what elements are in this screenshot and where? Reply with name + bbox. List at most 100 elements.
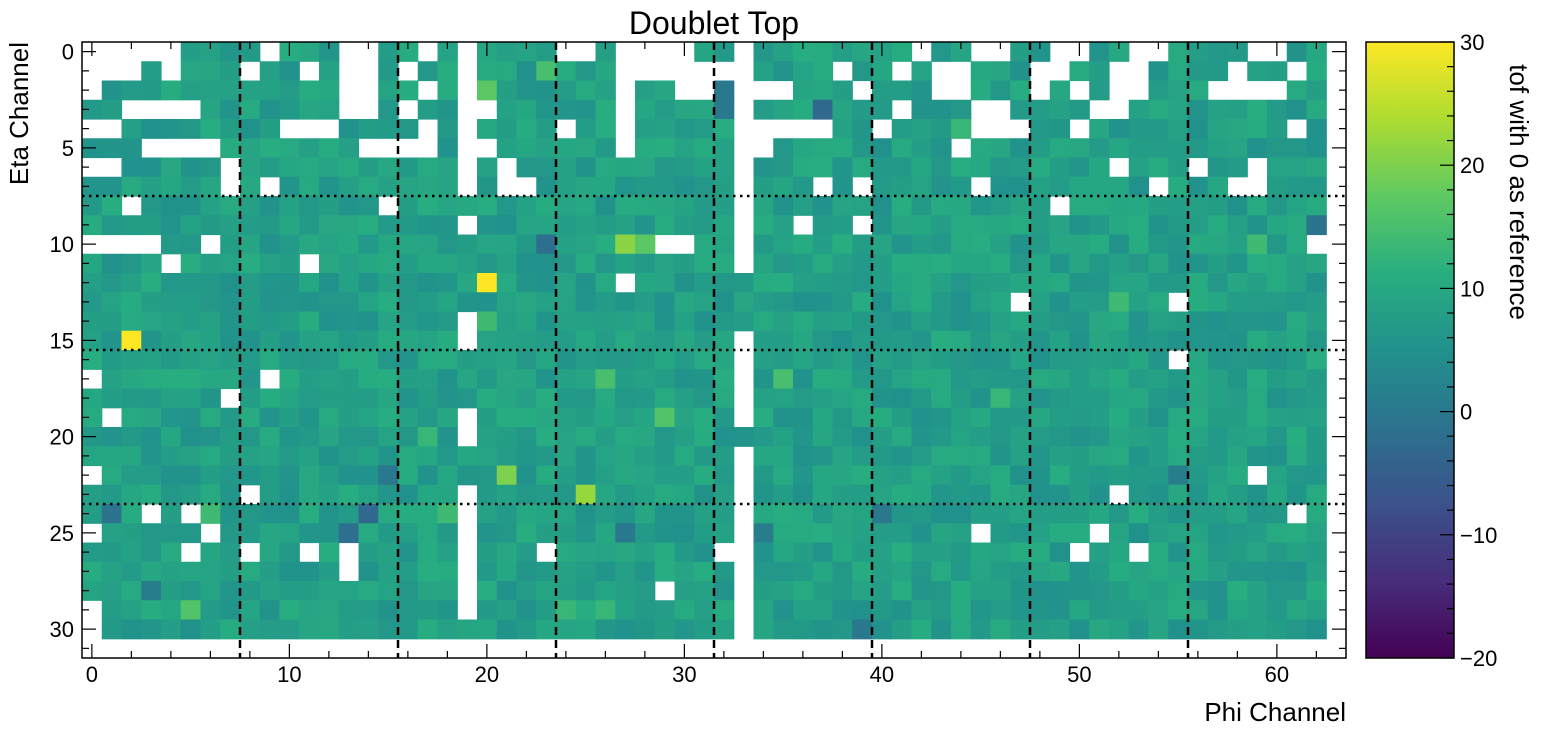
- heatmap-cell: [1148, 119, 1169, 139]
- heatmap-cell: [378, 388, 399, 409]
- heatmap-cell: [575, 196, 597, 216]
- x-tick-label: 20: [475, 662, 499, 687]
- heatmap-cell: [220, 561, 241, 582]
- heatmap-cell: [398, 80, 419, 101]
- heatmap-cell: [1109, 119, 1130, 139]
- heatmap-cell: [259, 61, 281, 82]
- heatmap-cell: [101, 369, 123, 390]
- heatmap-cell: [319, 542, 340, 563]
- heatmap-cell: [1207, 523, 1229, 544]
- heatmap-cell: [1069, 427, 1090, 447]
- heatmap-cell: [635, 561, 656, 582]
- heatmap-cell: [970, 504, 992, 524]
- heatmap-cell: [180, 619, 202, 640]
- heatmap-cell: [496, 542, 518, 563]
- heatmap-cell: [812, 42, 834, 62]
- heatmap-cell: [832, 119, 853, 139]
- heatmap-cell: [279, 292, 300, 313]
- heatmap-cell: [319, 138, 340, 159]
- heatmap-cell: [319, 369, 340, 390]
- heatmap-cell: [852, 119, 873, 139]
- heatmap-cell: [635, 446, 656, 467]
- heatmap-cell: [891, 234, 913, 255]
- heatmap-cell: [714, 561, 735, 582]
- heatmap-cell: [793, 350, 814, 370]
- heatmap-cell: [1030, 119, 1051, 139]
- heatmap-cell: [1148, 600, 1169, 621]
- heatmap-cell: [1207, 407, 1229, 428]
- heatmap-cell: [1128, 215, 1150, 236]
- heatmap-cell: [556, 215, 577, 236]
- heatmap-cell: [556, 504, 577, 524]
- heatmap-cell: [1227, 581, 1248, 601]
- heatmap-cell: [635, 427, 656, 447]
- heatmap-cell: [1069, 215, 1090, 236]
- heatmap-cell: [1188, 99, 1209, 120]
- heatmap-cell: [872, 600, 893, 621]
- heatmap-cell: [1168, 369, 1189, 390]
- heatmap-cell: [635, 215, 656, 236]
- heatmap-cell: [299, 350, 320, 370]
- heatmap-cell: [674, 581, 695, 601]
- heatmap-cell: [180, 446, 202, 467]
- heatmap-cell: [911, 311, 932, 332]
- heatmap-cell: [378, 465, 399, 486]
- heatmap-cell: [180, 484, 202, 505]
- heatmap-cell: [951, 581, 972, 601]
- heatmap-cell: [970, 619, 992, 640]
- heatmap-cell: [398, 292, 419, 313]
- heatmap-cell: [1010, 542, 1031, 563]
- heatmap-cell: [1207, 484, 1229, 505]
- heatmap-cell: [378, 350, 399, 370]
- heatmap-cell: [615, 542, 636, 563]
- heatmap-cell: [852, 523, 873, 544]
- heatmap-cell: [891, 523, 913, 544]
- heatmap-cell: [595, 80, 616, 101]
- heatmap-cell: [714, 234, 735, 255]
- heatmap-cell: [1168, 619, 1189, 640]
- heatmap-cell: [872, 427, 893, 447]
- heatmap-cell: [1128, 504, 1150, 524]
- heatmap-cell: [259, 292, 281, 313]
- heatmap-cell: [872, 176, 893, 197]
- heatmap-cell: [990, 61, 1011, 82]
- heatmap-cell: [635, 99, 656, 120]
- heatmap-cell: [220, 600, 241, 621]
- heatmap-cell: [1267, 523, 1288, 544]
- heatmap-cell: [1030, 196, 1051, 216]
- heatmap-cell: [161, 619, 182, 640]
- heatmap-cell: [891, 176, 913, 197]
- heatmap-cell: [1207, 99, 1229, 120]
- heatmap-cell: [1168, 196, 1189, 216]
- heatmap-cell: [1306, 581, 1327, 601]
- heatmap-cell: [319, 427, 340, 447]
- heatmap-cell: [1049, 581, 1071, 601]
- heatmap-cell: [832, 369, 853, 390]
- heatmap-cell: [437, 504, 458, 524]
- heatmap-cell: [1286, 388, 1308, 409]
- heatmap-cell: [654, 407, 676, 428]
- heatmap-cell: [1207, 196, 1229, 216]
- heatmap-cell: [121, 581, 142, 601]
- heatmap-cell: [299, 561, 320, 582]
- heatmap-cell: [496, 80, 518, 101]
- y-tick-label: 15: [50, 328, 74, 353]
- heatmap-cell: [891, 561, 913, 582]
- heatmap-cell: [477, 407, 498, 428]
- heatmap-cell: [180, 215, 202, 236]
- heatmap-cell: [358, 465, 379, 486]
- heatmap-cell: [398, 42, 419, 62]
- heatmap-cell: [417, 196, 439, 216]
- heatmap-cell: [714, 427, 735, 447]
- heatmap-cell: [1286, 619, 1308, 640]
- heatmap-cell: [496, 292, 518, 313]
- heatmap-cell: [990, 427, 1011, 447]
- heatmap-cell: [1286, 561, 1308, 582]
- heatmap-cell: [180, 600, 202, 621]
- heatmap-cell: [575, 600, 597, 621]
- heatmap-cell: [82, 196, 103, 216]
- heatmap-cell: [1188, 292, 1209, 313]
- heatmap-cell: [694, 176, 715, 197]
- heatmap-cell: [496, 427, 518, 447]
- heatmap-cell: [832, 619, 853, 640]
